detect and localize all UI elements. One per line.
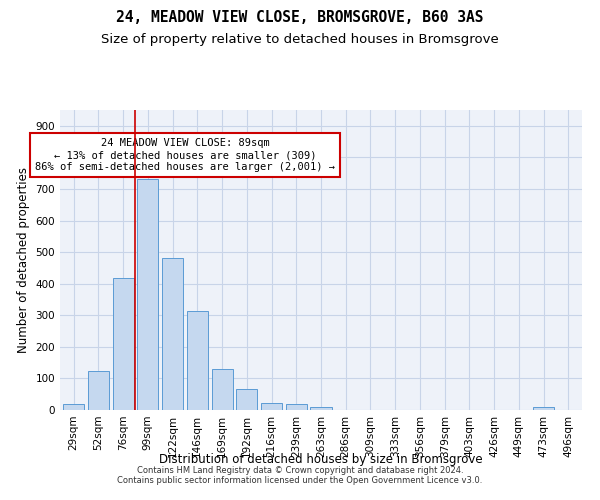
Bar <box>88 372 109 410</box>
Y-axis label: Number of detached properties: Number of detached properties <box>17 167 30 353</box>
Bar <box>187 310 208 410</box>
Bar <box>261 403 282 410</box>
Bar <box>137 178 158 410</box>
Bar <box>212 369 233 410</box>
Text: Contains HM Land Registry data © Crown copyright and database right 2024.
Contai: Contains HM Land Registry data © Crown c… <box>118 466 482 485</box>
Bar <box>533 408 554 410</box>
Bar <box>113 278 134 410</box>
Text: 24, MEADOW VIEW CLOSE, BROMSGROVE, B60 3AS: 24, MEADOW VIEW CLOSE, BROMSGROVE, B60 3… <box>116 10 484 25</box>
Bar <box>162 258 183 410</box>
Bar <box>310 407 332 410</box>
Bar <box>236 390 257 410</box>
Text: 24 MEADOW VIEW CLOSE: 89sqm
← 13% of detached houses are smaller (309)
86% of se: 24 MEADOW VIEW CLOSE: 89sqm ← 13% of det… <box>35 138 335 172</box>
Bar <box>63 404 84 410</box>
Text: Distribution of detached houses by size in Bromsgrove: Distribution of detached houses by size … <box>159 452 483 466</box>
Bar <box>286 404 307 410</box>
Text: Size of property relative to detached houses in Bromsgrove: Size of property relative to detached ho… <box>101 32 499 46</box>
